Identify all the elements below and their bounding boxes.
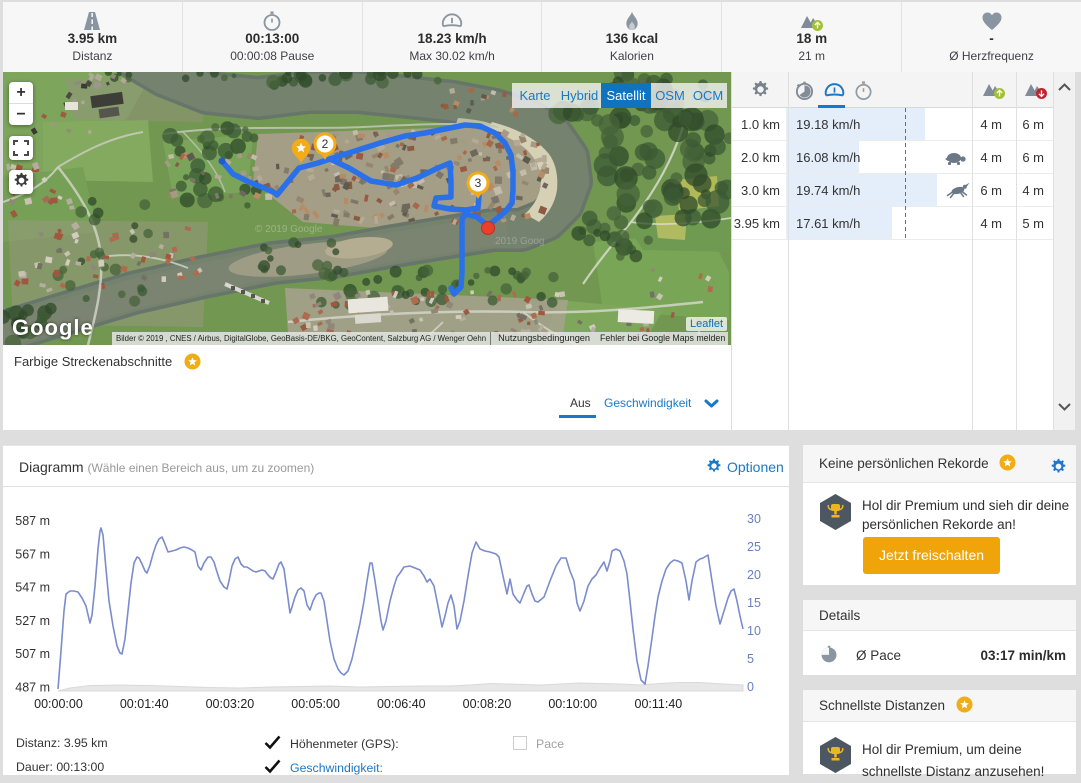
svg-text:00:03:20: 00:03:20 (206, 697, 255, 711)
svg-text:30: 30 (747, 512, 761, 526)
svg-text:25: 25 (747, 540, 761, 554)
svg-text:487 m: 487 m (15, 681, 50, 695)
svg-text:587 m: 587 m (15, 514, 50, 528)
svg-text:2: 2 (322, 137, 329, 151)
svg-text:507 m: 507 m (15, 647, 50, 661)
svg-text:3: 3 (475, 176, 482, 190)
svg-text:547 m: 547 m (15, 581, 50, 595)
svg-text:0: 0 (747, 680, 754, 694)
svg-text:567 m: 567 m (15, 547, 50, 561)
svg-text:00:08:20: 00:08:20 (463, 697, 512, 711)
svg-text:2019 Goog: 2019 Goog (495, 236, 545, 247)
svg-text:20: 20 (747, 568, 761, 582)
svg-text:© 2019 Google: © 2019 Google (255, 224, 323, 235)
svg-text:5: 5 (747, 652, 754, 666)
svg-text:15: 15 (747, 596, 761, 610)
svg-text:00:01:40: 00:01:40 (120, 697, 169, 711)
svg-text:10: 10 (747, 624, 761, 638)
svg-text:00:06:40: 00:06:40 (377, 697, 426, 711)
svg-text:527 m: 527 m (15, 614, 50, 628)
svg-text:00:05:00: 00:05:00 (291, 697, 340, 711)
svg-text:00:11:40: 00:11:40 (635, 697, 683, 711)
svg-text:00:00:00: 00:00:00 (34, 697, 83, 711)
svg-text:00:10:00: 00:10:00 (548, 697, 597, 711)
